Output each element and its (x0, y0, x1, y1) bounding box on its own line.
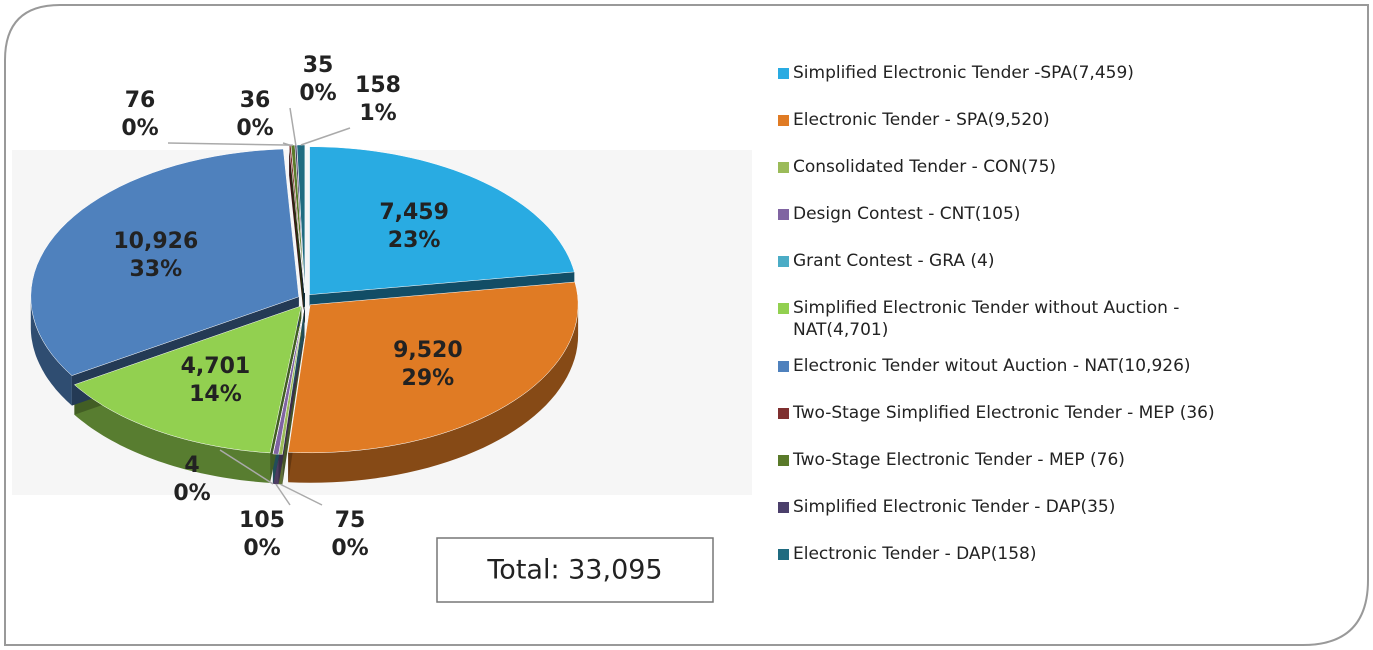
slice (73, 305, 302, 454)
legend-label: Electronic Tender witout Auction - NAT(1… (793, 356, 1191, 376)
legend-item: Simplified Electronic Tender -SPA(7,459) (778, 62, 1318, 109)
legend-item: Electronic Tender witout Auction - NAT(1… (778, 355, 1318, 402)
legend-item: Electronic Tender - DAP(158) (778, 543, 1318, 590)
percent-label: 33% (129, 257, 182, 282)
total-label: Total: 33,095 (486, 555, 662, 586)
data-label: 7,459 (379, 200, 449, 225)
slice (30, 148, 300, 376)
legend-swatch (778, 455, 789, 466)
legend-label: Simplified Electronic Tender -SPA(7,459) (793, 63, 1134, 83)
slice-side (30, 296, 72, 406)
data-label: 4 (184, 453, 199, 478)
percent-label: 0% (173, 481, 210, 506)
percent-label: 0% (121, 116, 158, 141)
data-label: 75 (335, 508, 366, 533)
leader-line (167, 142, 293, 146)
total-box (436, 537, 714, 603)
percent-label: 0% (243, 536, 280, 561)
legend-item: Simplified Electronic Tender - DAP(35) (778, 496, 1318, 543)
data-label: 35 (303, 53, 334, 78)
legend-label: Simplified Electronic Tender - DAP(35) (793, 497, 1116, 517)
data-label: 10,926 (113, 229, 198, 254)
legend-swatch (778, 162, 789, 173)
data-label: 9,520 (393, 338, 463, 363)
leader-line (275, 483, 291, 506)
legend-label: Electronic Tender - SPA(9,520) (793, 110, 1050, 130)
percent-label: 23% (388, 228, 441, 253)
leader-line (300, 127, 351, 146)
leader-line (280, 483, 323, 506)
data-label: 4,701 (181, 354, 251, 379)
legend-swatch (778, 361, 789, 372)
percent-label: 1% (359, 101, 396, 126)
data-label: 158 (355, 73, 401, 98)
slice-side (288, 304, 579, 483)
slice-side (74, 384, 271, 483)
slice (287, 281, 579, 454)
legend-item: Design Contest - CNT(105) (778, 203, 1318, 250)
legend-label: Design Contest - CNT(105) (793, 204, 1021, 224)
legend-item: Two-Stage Simplified Electronic Tender -… (778, 402, 1318, 449)
legend-item: Two-Stage Electronic Tender - MEP (76) (778, 449, 1318, 496)
percent-label: 0% (236, 116, 273, 141)
legend-label: Grant Contest - GRA (4) (793, 251, 995, 271)
percent-label: 0% (299, 81, 336, 106)
percent-label: 14% (189, 382, 242, 407)
legend-item: Simplified Electronic Tender without Auc… (778, 297, 1318, 355)
legend-swatch (778, 502, 789, 513)
legend-swatch (778, 408, 789, 419)
legend-item: Electronic Tender - SPA(9,520) (778, 109, 1318, 156)
leader-line (289, 107, 297, 146)
legend-label: Two-Stage Simplified Electronic Tender -… (793, 403, 1215, 423)
legend: Simplified Electronic Tender -SPA(7,459)… (778, 62, 1318, 590)
legend-swatch (778, 256, 789, 267)
legend-label: Consolidated Tender - CON(75) (793, 157, 1057, 177)
legend-label: Simplified Electronic Tender without Auc… (793, 298, 1180, 340)
legend-item: Consolidated Tender - CON(75) (778, 156, 1318, 203)
legend-swatch (778, 549, 789, 560)
legend-swatch (778, 115, 789, 126)
legend-swatch (778, 68, 789, 79)
pie: 7,459 23% 9,520 29% 75 0% 105 0% 4 0% 4,701 14% 10,9… (30, 53, 579, 561)
legend-item: Grant Contest - GRA (4) (778, 250, 1318, 297)
legend-label: Electronic Tender - DAP(158) (793, 544, 1037, 564)
slice (272, 306, 305, 455)
legend-label: Two-Stage Electronic Tender - MEP (76) (793, 450, 1125, 470)
percent-label: 29% (402, 366, 455, 391)
data-label: 76 (125, 88, 156, 113)
legend-swatch (778, 209, 789, 220)
percent-label: 0% (331, 536, 368, 561)
leader-line (219, 449, 274, 485)
data-label: 36 (240, 88, 271, 113)
slice (309, 146, 575, 295)
data-label: 105 (239, 508, 285, 533)
legend-swatch (778, 303, 789, 314)
